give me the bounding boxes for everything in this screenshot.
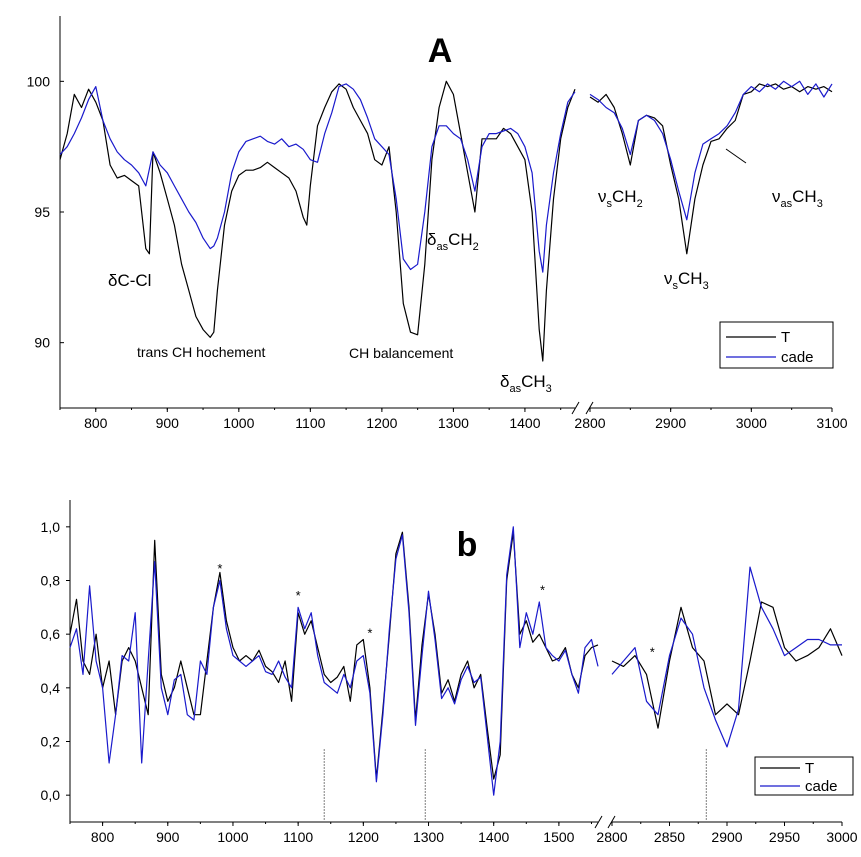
annotation-sub: as <box>436 241 448 253</box>
series-line-t <box>69 531 599 780</box>
annotation-ch-balancement: CH balancement <box>349 345 453 361</box>
x-tick-label: 1100 <box>295 415 325 431</box>
x-tick-label: 2800 <box>596 829 627 845</box>
y-tick-label: 0,6 <box>41 626 61 642</box>
legend-label-t: T <box>781 329 790 346</box>
y-tick-label: 95 <box>34 204 50 220</box>
peak-star-marker: * <box>540 583 545 598</box>
panel-b-dotted-lines <box>323 749 707 822</box>
annotation-trans-ch-hochement: trans CH hochement <box>137 344 266 360</box>
y-tick-label: 90 <box>34 335 50 351</box>
peak-star-marker: * <box>367 625 372 640</box>
panel-b-title: b <box>457 526 478 564</box>
x-tick-label: 2800 <box>574 415 605 431</box>
annotation-sub2: 3 <box>817 198 823 210</box>
panel-a-series <box>59 80 833 362</box>
y-tick-label: 0,8 <box>41 573 61 589</box>
y-tick-label: 100 <box>27 73 51 89</box>
x-tick-label: 1200 <box>366 415 397 431</box>
x-tick-label: 1500 <box>543 829 574 845</box>
x-tick-label: 2950 <box>769 829 800 845</box>
peak-star-marker: * <box>217 561 222 576</box>
annotation-base: δ <box>427 230 436 249</box>
annotation-das-ch3: δasCH3 <box>500 372 552 395</box>
series-line-cade <box>69 526 599 796</box>
x-tick-label: 1300 <box>438 415 469 431</box>
panel-b-ticks: 800 900 1000 1100 1200 1300 1400 1500 2800 2850 29… <box>41 519 858 845</box>
annotation-sub: as <box>509 383 521 395</box>
annotation-das-ch2: δasCH2 <box>427 230 479 253</box>
panel-a-title: A <box>428 32 453 70</box>
x-tick-label: 2850 <box>654 829 685 845</box>
x-tick-label: 1400 <box>478 829 509 845</box>
series-line-t <box>611 601 843 729</box>
series-line-cade <box>589 80 833 221</box>
panel-b-star-markers: * * * * * <box>217 561 654 659</box>
x-tick-label: 3100 <box>816 415 847 431</box>
annotation-base: ν <box>664 269 673 288</box>
panel-b-legend: T cade <box>754 756 854 796</box>
legend-label-cade: cade <box>781 349 814 366</box>
peak-star-marker: * <box>296 588 301 603</box>
series-line-t <box>589 83 833 255</box>
annotation-main: CH <box>448 230 473 249</box>
x-tick-label: 900 <box>156 829 180 845</box>
annotation-sub2: 3 <box>703 280 709 292</box>
legend-label-cade: cade <box>805 778 838 795</box>
annotation-sub: as <box>781 198 793 210</box>
x-tick-label: 800 <box>91 829 115 845</box>
panel-a: 800 900 1000 1100 1200 1300 1400 2800 2900 3000 31… <box>27 16 848 431</box>
annotation-dccl: δC-Cl <box>108 271 151 290</box>
annotation-pointer-line <box>725 148 747 164</box>
annotation-sub: s <box>607 198 613 210</box>
x-tick-label: 3000 <box>826 829 857 845</box>
legend-label-t: T <box>805 760 814 777</box>
panel-a-ticks: 800 900 1000 1100 1200 1300 1400 2800 2900 3000 31… <box>27 73 848 431</box>
annotation-sub: s <box>673 280 679 292</box>
annotation-vs-ch2: νsCH2 <box>598 187 643 210</box>
axis-break-mark <box>594 815 603 829</box>
annotation-main: CH <box>521 372 546 391</box>
series-line-t <box>59 80 576 362</box>
x-tick-label: 1400 <box>509 415 540 431</box>
series-line-cade <box>59 83 576 273</box>
annotation-base: ν <box>772 187 781 206</box>
x-tick-label: 3000 <box>736 415 767 431</box>
legend-box <box>719 321 834 369</box>
annotation-base: ν <box>598 187 607 206</box>
x-tick-label: 2900 <box>711 829 742 845</box>
series-line-cade <box>611 566 842 748</box>
x-tick-label: 1000 <box>217 829 248 845</box>
annotation-vas-ch3: νasCH3 <box>772 187 823 210</box>
y-tick-label: 0,4 <box>41 680 61 696</box>
x-tick-label: 1200 <box>348 829 379 845</box>
x-tick-label: 1300 <box>413 829 444 845</box>
axis-break-mark <box>571 401 580 415</box>
annotation-base: δ <box>500 372 509 391</box>
x-tick-label: 900 <box>156 415 180 431</box>
x-tick-label: 1100 <box>283 829 313 845</box>
annotation-main: CH <box>678 269 703 288</box>
annotation-vs-ch3: νsCH3 <box>664 269 709 292</box>
annotation-main: CH <box>612 187 637 206</box>
annotation-main: CH <box>792 187 817 206</box>
x-tick-label: 2900 <box>655 415 686 431</box>
x-tick-label: 800 <box>84 415 108 431</box>
panel-b-series <box>69 526 843 796</box>
x-tick-label: 1000 <box>223 415 254 431</box>
panel-a-legend: T cade <box>719 321 834 369</box>
y-tick-label: 0,0 <box>41 787 61 803</box>
peak-star-marker: * <box>650 644 655 659</box>
annotation-sub2: 2 <box>637 198 643 210</box>
panel-b: 800 900 1000 1100 1200 1300 1400 1500 2800 2850 29… <box>41 500 858 845</box>
y-tick-label: 1,0 <box>41 519 61 535</box>
y-tick-label: 0,2 <box>41 734 61 750</box>
annotation-sub2: 2 <box>473 241 479 253</box>
annotation-sub2: 3 <box>546 383 552 395</box>
legend-box <box>754 756 854 796</box>
